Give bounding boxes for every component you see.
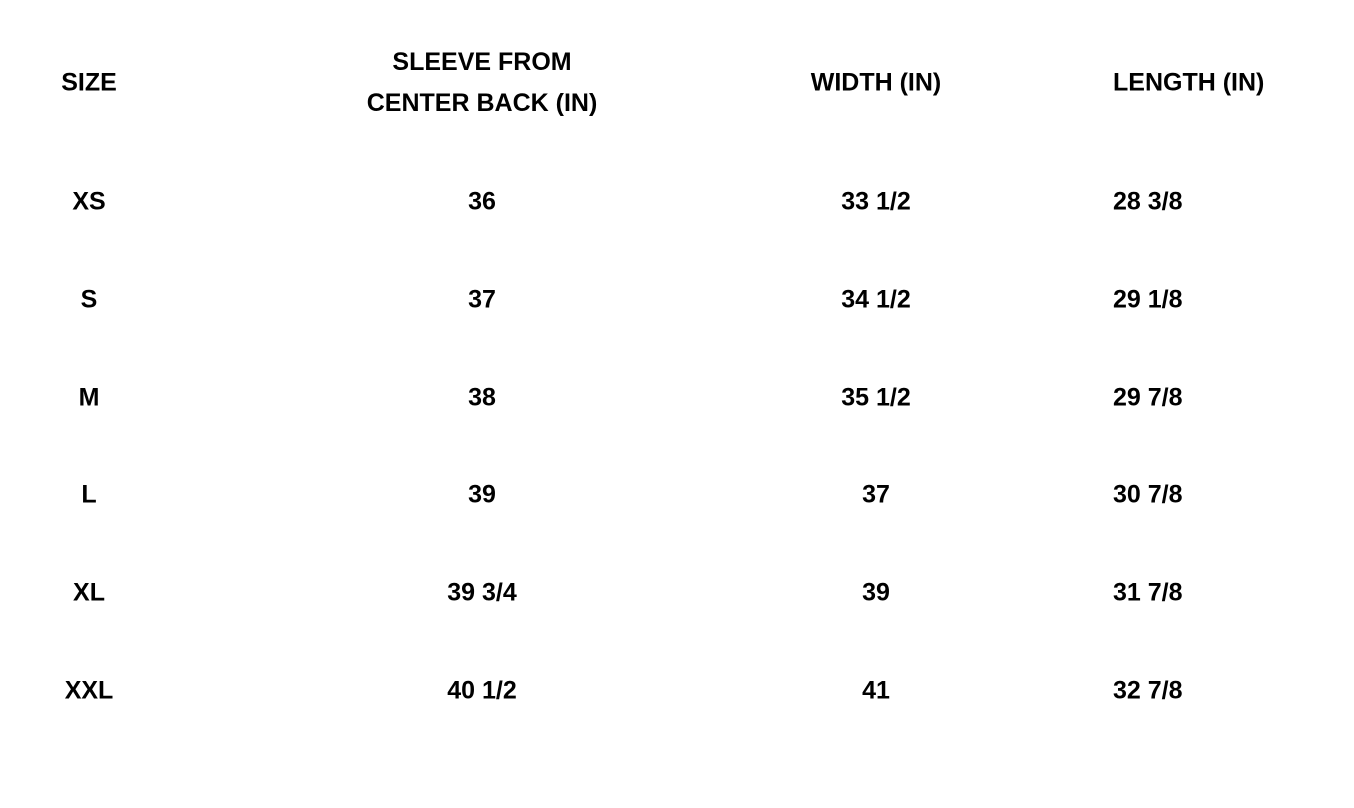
cell-length: 29 7/8 <box>1113 383 1183 412</box>
header-sleeve-line2: CENTER BACK (IN) <box>366 89 598 117</box>
cell-length: 28 3/8 <box>1113 187 1183 216</box>
cell-width: 37 <box>862 480 890 509</box>
header-width: WIDTH (IN) <box>810 68 942 97</box>
cell-width: 41 <box>862 676 890 705</box>
cell-sleeve: 37 <box>468 285 496 314</box>
header-length: LENGTH (IN) <box>1113 68 1265 97</box>
cell-width: 39 <box>862 578 890 607</box>
cell-length: 31 7/8 <box>1113 578 1183 607</box>
cell-sleeve: 38 <box>468 383 496 412</box>
cell-sleeve: 39 <box>468 480 496 509</box>
cell-sleeve: 40 1/2 <box>447 676 517 705</box>
cell-size: XXL <box>64 676 114 705</box>
cell-length: 32 7/8 <box>1113 676 1183 705</box>
cell-length: 30 7/8 <box>1113 480 1183 509</box>
cell-width: 34 1/2 <box>841 285 911 314</box>
header-size: SIZE <box>61 68 117 97</box>
cell-sleeve: 39 3/4 <box>447 578 517 607</box>
cell-size: XS <box>72 187 106 216</box>
cell-size: M <box>78 383 100 412</box>
header-sleeve: SLEEVE FROM CENTER BACK (IN) <box>367 42 598 124</box>
cell-size: L <box>81 480 97 509</box>
cell-sleeve: 36 <box>468 187 496 216</box>
cell-size: XL <box>73 578 105 607</box>
header-sleeve-line1: SLEEVE FROM <box>392 48 572 76</box>
cell-length: 29 1/8 <box>1113 285 1183 314</box>
cell-size: S <box>80 285 98 314</box>
cell-width: 33 1/2 <box>841 187 911 216</box>
cell-width: 35 1/2 <box>841 383 911 412</box>
